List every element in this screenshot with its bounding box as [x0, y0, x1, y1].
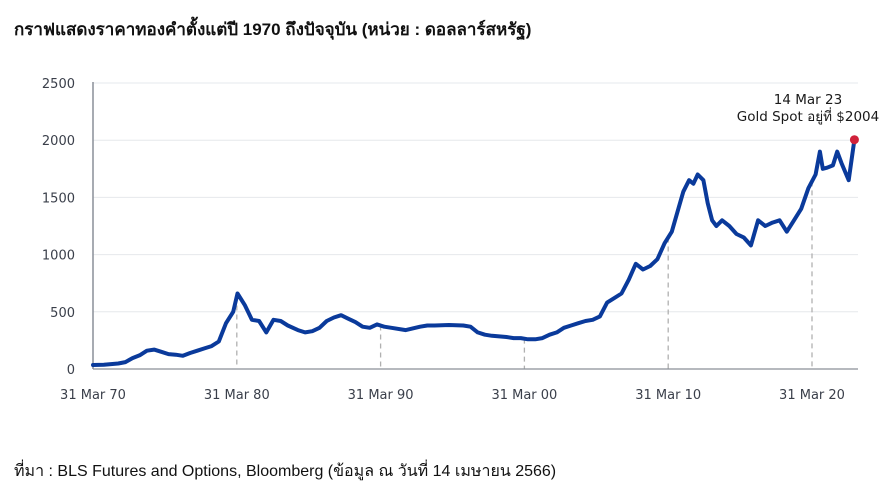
source-note: ที่มา : BLS Futures and Options, Bloombe… — [14, 463, 557, 480]
y-tick-label: 1000 — [42, 249, 75, 264]
decade-markers — [236, 181, 813, 369]
x-tick-label: 31 Mar 80 — [204, 388, 270, 403]
gridlines — [93, 82, 858, 313]
x-tick-label: 31 Mar 00 — [491, 388, 557, 403]
x-tick-label: 31 Mar 70 — [60, 388, 126, 403]
annotation-date: 14 Mar 23 — [774, 92, 842, 108]
x-tick-label: 31 Mar 90 — [348, 388, 414, 403]
chart-title: กราฟแสดงราคาทองคำตั้งแต่ปี 1970 ถึงปัจจุ… — [14, 20, 532, 39]
x-axis-labels: 31 Mar 70 31 Mar 80 31 Mar 90 31 Mar 00 31 M… — [60, 388, 845, 403]
x-tick-label: 31 Mar 20 — [779, 388, 845, 403]
latest-price-marker — [849, 135, 859, 145]
x-tick-label: 31 Mar 10 — [635, 388, 701, 403]
gold-price-line — [91, 137, 857, 367]
y-tick-label: 2000 — [42, 134, 75, 149]
y-tick-label: 0 — [67, 363, 75, 378]
y-tick-label: 1500 — [42, 191, 75, 206]
annotation-price: Gold Spot อยู่ที่ $2004 — [737, 107, 879, 125]
y-tick-label: 2500 — [42, 77, 75, 92]
y-tick-label: 500 — [50, 306, 75, 321]
y-axis-labels: 0 500 1000 1500 2000 2500 — [42, 77, 75, 378]
